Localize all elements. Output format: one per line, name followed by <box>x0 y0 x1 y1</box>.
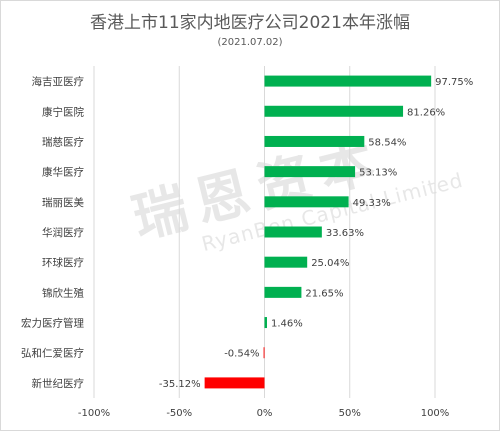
category-label: 康华医疗 <box>42 166 84 179</box>
bar <box>264 135 365 147</box>
data-label: -0.54% <box>224 349 259 360</box>
bar <box>204 377 265 389</box>
data-label: 81.26% <box>407 107 445 118</box>
chart-title: 香港上市11家内地医疗公司2021本年涨幅 <box>90 13 410 33</box>
data-label: 21.65% <box>305 288 343 299</box>
data-label: 53.13% <box>359 168 397 179</box>
x-tick-label: -50% <box>166 408 192 419</box>
category-label: 瑞丽医美 <box>42 196 84 209</box>
data-label: 1.46% <box>271 319 303 330</box>
category-label: 宏力医疗管理 <box>21 317 84 330</box>
category-label: 锦欣生殖 <box>42 286 84 299</box>
data-label: 33.63% <box>326 228 364 239</box>
bar <box>264 75 432 87</box>
chart-subtitle: (2021.07.02) <box>217 37 283 48</box>
x-tick-label: 100% <box>421 408 450 419</box>
bar <box>264 105 404 117</box>
data-label: 97.75% <box>435 77 473 88</box>
category-label: 新世纪医疗 <box>32 377 85 390</box>
bar <box>264 317 267 329</box>
category-label: 海吉亚医疗 <box>32 75 85 88</box>
category-label: 弘和仁爱医疗 <box>21 347 84 360</box>
x-tick-label: 0% <box>257 408 273 419</box>
bar <box>264 166 356 178</box>
data-label: 49.33% <box>353 198 391 209</box>
bar <box>264 226 322 238</box>
data-label: -35.12% <box>159 379 201 390</box>
x-tick-label: 50% <box>339 408 361 419</box>
category-label: 环球医疗 <box>42 256 84 269</box>
data-label: 58.54% <box>368 137 406 148</box>
x-tick-label: -100% <box>78 408 110 419</box>
category-label: 康宁医院 <box>42 105 84 118</box>
data-label: 25.04% <box>311 258 349 269</box>
category-label: 瑞慈医疗 <box>42 135 84 148</box>
bar <box>264 196 349 208</box>
category-label: 华润医疗 <box>42 226 84 239</box>
bar <box>263 347 265 359</box>
bar <box>264 286 302 298</box>
bar <box>264 256 308 268</box>
